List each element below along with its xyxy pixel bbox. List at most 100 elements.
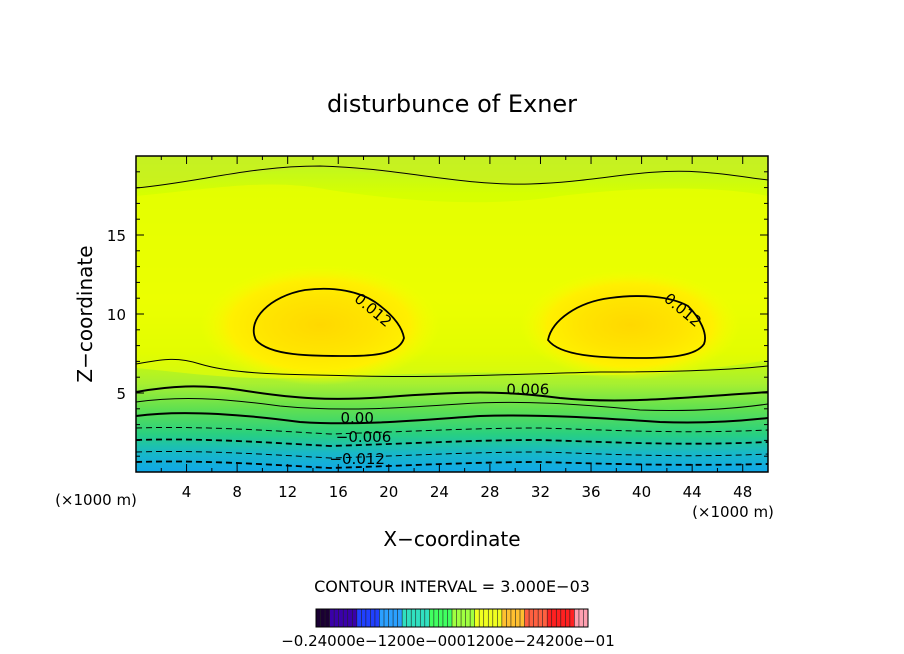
colorbar-segment: [456, 609, 462, 627]
colorbar-segment: [483, 609, 489, 627]
colorbar-segment: [470, 609, 476, 627]
colorbar-segment: [424, 609, 430, 627]
colorbar-segment: [515, 609, 521, 627]
colorbar-segment: [334, 609, 340, 627]
colorbar-segment: [411, 609, 417, 627]
contour-upper: [136, 165, 768, 189]
colorbar-segment: [420, 609, 426, 627]
colorbar-segment: [356, 609, 362, 627]
contour-0003: [136, 398, 768, 412]
colorbar-segment: [529, 609, 535, 627]
x-tick-label: 44: [683, 483, 702, 501]
colorbar-frame: [315, 608, 589, 628]
x-tick-label: 40: [632, 483, 651, 501]
contour-mid: [136, 358, 768, 378]
y-tick-label: 15: [107, 227, 126, 245]
x-tick-label: 12: [278, 483, 297, 501]
x-tick-label: 36: [581, 483, 600, 501]
x-tick-label: 48: [733, 483, 752, 501]
colorbar-segment: [569, 609, 575, 627]
left-maximum-region: [200, 265, 440, 385]
colorbar-segment: [565, 609, 571, 627]
colorbar-segment: [370, 609, 376, 627]
colorbar-segment: [574, 609, 580, 627]
colorbar-segment: [506, 609, 512, 627]
colorbar-segment: [465, 609, 471, 627]
colorbar-segment: [497, 609, 503, 627]
colorbar-segment: [397, 609, 403, 627]
contour-label: 0.00: [340, 409, 373, 427]
y-axis: 5 10 15: [107, 171, 768, 457]
x-tick-label: 20: [379, 483, 398, 501]
colorbar-segment: [402, 609, 408, 627]
x-tick-label: 4: [182, 483, 192, 501]
colorbar-segment: [492, 609, 498, 627]
colorbar-segment: [365, 609, 371, 627]
colorbar-segment: [384, 609, 390, 627]
colorbar-segment: [320, 609, 326, 627]
colorbar-segment: [461, 609, 467, 627]
x-unit-label-left: (×1000 m): [55, 491, 137, 509]
colorbar-segment: [388, 609, 394, 627]
colorbar-segment: [316, 609, 322, 627]
colorbar-segment: [361, 609, 367, 627]
colorbar-segment: [524, 609, 530, 627]
y-tick-label: 10: [107, 306, 126, 324]
colorbar-segment: [474, 609, 480, 627]
contour-neg-0012: [136, 460, 768, 469]
contour-lines: [136, 165, 768, 469]
contour-neg-0009: [136, 450, 768, 459]
colorbar-segment: [542, 609, 548, 627]
colorbar-segment: [520, 609, 526, 627]
colorbar-segment: [329, 609, 335, 627]
colorbar-segment: [560, 609, 566, 627]
colorbar-segment: [393, 609, 399, 627]
top-band: [136, 156, 768, 188]
colorbar-segment: [533, 609, 539, 627]
x-tick-label: 24: [430, 483, 449, 501]
colorbar-segment: [433, 609, 439, 627]
contour-0006: [136, 385, 768, 402]
contour-interval-text: CONTOUR INTERVAL = 3.000E−03: [314, 577, 590, 596]
x-unit-label-right: (×1000 m): [692, 503, 774, 521]
colorbar-segment: [501, 609, 507, 627]
colorbar-segment: [538, 609, 544, 627]
colorbar-segment: [583, 609, 589, 627]
colorbar-segment: [452, 609, 458, 627]
colorbar: [315, 608, 589, 628]
colorbar-segment: [429, 609, 435, 627]
colorbar-segment: [442, 609, 448, 627]
colorbar-segment: [556, 609, 562, 627]
contour-left-max: [252, 287, 405, 357]
colorbar-segment: [551, 609, 557, 627]
x-tick-label: 8: [232, 483, 242, 501]
colorbar-segment: [347, 609, 353, 627]
x-tick-label: 28: [480, 483, 499, 501]
chart-title: disturbunce of Exner: [327, 90, 577, 118]
contour-label: 0.006: [506, 381, 549, 399]
colorbar-segment: [547, 609, 553, 627]
colorbar-segment: [406, 609, 412, 627]
contour-zero: [136, 412, 768, 425]
colorbar-segment: [325, 609, 331, 627]
colorbar-segment: [447, 609, 453, 627]
colorbar-segment: [379, 609, 385, 627]
colorbar-segment: [488, 609, 494, 627]
contour-label: −0.006: [336, 428, 392, 446]
y-axis-label: Z−coordinate: [73, 245, 97, 382]
x-axis-label: X−coordinate: [383, 527, 520, 551]
colorbar-segment: [374, 609, 380, 627]
contour-neg-0003: [136, 426, 768, 435]
colorbar-segment: [343, 609, 349, 627]
colorbar-segment: [415, 609, 421, 627]
colorbar-segment: [338, 609, 344, 627]
contour-right-max: [547, 295, 706, 359]
colorbar-segment: [510, 609, 516, 627]
colorbar-segment: [352, 609, 358, 627]
colorbar-segment: [438, 609, 444, 627]
right-maximum-region: [520, 270, 740, 380]
colorbar-segment: [479, 609, 485, 627]
contour-label: −0.012: [329, 450, 385, 468]
